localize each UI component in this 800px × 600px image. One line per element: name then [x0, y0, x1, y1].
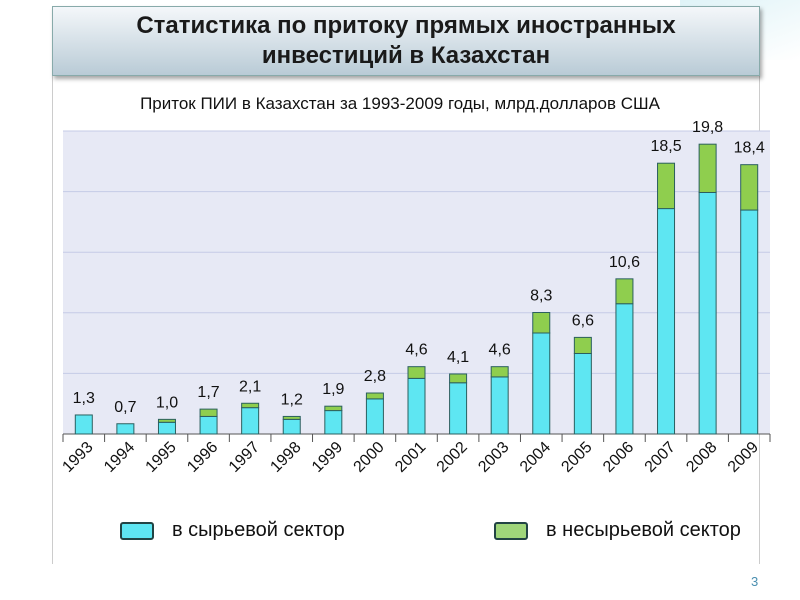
bar-raw [324, 410, 343, 435]
bar-nonraw [365, 392, 384, 400]
data-label: 1,9 [322, 381, 344, 398]
data-label: 1,2 [281, 391, 303, 408]
x-tick-label: 1995 [143, 439, 180, 476]
x-tick-label: 2005 [558, 439, 595, 476]
x-tick-label: 2001 [392, 439, 429, 476]
bar-raw [698, 191, 717, 435]
data-label: 4,1 [447, 349, 469, 366]
bar-nonraw [324, 405, 343, 412]
legend-item-nonraw: в несырьевой сектор [494, 519, 741, 542]
bar-raw [490, 376, 509, 435]
data-label: 4,6 [489, 342, 511, 359]
bar-raw [199, 415, 218, 435]
x-tick-label: 2004 [517, 439, 554, 476]
data-label: 19,8 [692, 119, 723, 136]
x-tick-label: 2007 [642, 439, 679, 476]
bar-nonraw [615, 278, 634, 305]
x-tick-label: 2009 [725, 439, 762, 476]
bar-raw [74, 414, 93, 435]
chart-title: Приток ПИИ в Казахстан за 1993-2009 годы… [140, 94, 660, 113]
bar-raw [657, 208, 676, 435]
data-label: 1,7 [197, 384, 219, 401]
bar-nonraw [532, 312, 551, 334]
bar-nonraw [449, 373, 468, 384]
x-tick-label: 1996 [184, 439, 221, 476]
data-label: 2,8 [364, 368, 386, 385]
bar-raw [157, 421, 176, 435]
bar-nonraw [573, 336, 592, 354]
legend-label-raw: в сырьевой сектор [172, 519, 345, 541]
bar-raw [449, 382, 468, 435]
data-label: 0,7 [114, 399, 136, 416]
slide-title: Статистика по притоку прямых иностранных… [52, 6, 760, 76]
legend-item-raw: в сырьевой сектор [120, 519, 345, 542]
bar-raw [615, 303, 634, 435]
x-tick-label: 2002 [434, 439, 471, 476]
data-label: 18,5 [650, 138, 681, 155]
data-label: 1,3 [73, 390, 95, 407]
bar-nonraw [241, 402, 260, 409]
data-label: 2,1 [239, 378, 261, 395]
page-number: 3 [751, 574, 759, 589]
data-label: 4,6 [405, 342, 427, 359]
x-tick-label: 2006 [600, 439, 637, 476]
bar-raw [407, 377, 426, 435]
bar-nonraw [657, 162, 676, 210]
data-label: 8,3 [530, 288, 552, 305]
x-tick-label: 1997 [226, 439, 263, 476]
bar-nonraw [407, 366, 426, 379]
data-label: 18,4 [734, 140, 765, 157]
bar-nonraw [282, 415, 301, 420]
data-label: 1,0 [156, 394, 178, 411]
x-tick-label: 2008 [683, 439, 720, 476]
bar-raw [532, 332, 551, 435]
bar-raw [573, 352, 592, 435]
bar-nonraw [698, 143, 717, 193]
x-tick-label: 1998 [267, 439, 304, 476]
x-tick-label: 1994 [101, 439, 138, 476]
legend-swatch-raw [120, 521, 154, 540]
legend-swatch-nonraw [494, 521, 528, 540]
bar-raw [365, 398, 384, 435]
x-tick-label: 1993 [59, 439, 96, 476]
x-tick-label: 2003 [475, 439, 512, 476]
x-tick-label: 2000 [351, 439, 388, 476]
x-tick-label: 1999 [309, 439, 346, 476]
bar-raw [241, 407, 260, 435]
bar-nonraw [199, 408, 218, 417]
legend-label-nonraw: в несырьевой сектор [546, 519, 741, 541]
title-text: Статистика по притоку прямых иностранных… [136, 12, 676, 69]
bar-nonraw [740, 164, 759, 211]
bar-raw [282, 418, 301, 435]
bar-raw [740, 209, 759, 435]
bar-nonraw [490, 366, 509, 378]
bar-nonraw [157, 418, 176, 423]
data-label: 6,6 [572, 312, 594, 329]
bar-raw [116, 423, 135, 435]
data-label: 10,6 [609, 254, 640, 271]
